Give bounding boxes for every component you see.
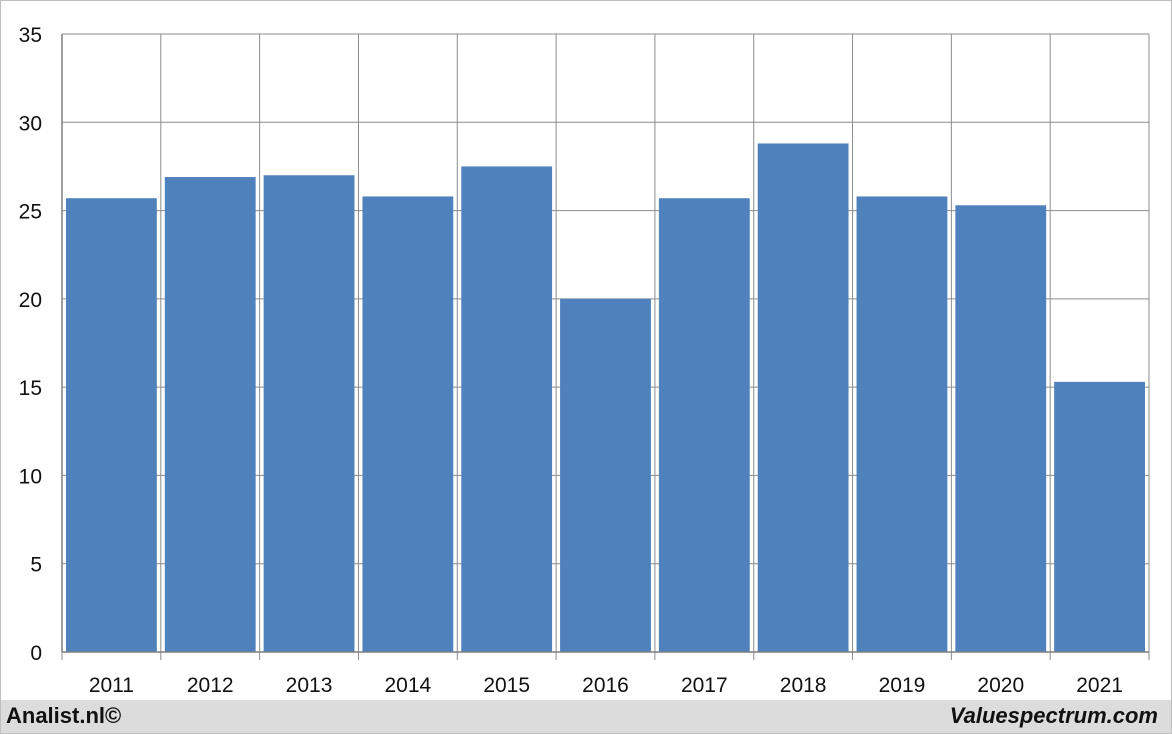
x-tick-label: 2017	[681, 674, 728, 697]
x-tick-label: 2015	[483, 674, 530, 697]
bar	[164, 177, 256, 652]
bar	[856, 196, 948, 652]
bar-chart: 0 5 10 15 20 25 30 35 2011 2012 2013 2014 2015 2016 20…	[19, 24, 1150, 697]
x-tick-label: 2019	[879, 674, 926, 697]
bar	[263, 175, 355, 652]
x-tick-label: 2012	[187, 674, 234, 697]
bar	[658, 198, 750, 652]
y-tick-label: 35	[19, 24, 42, 47]
footer-band	[1, 700, 1171, 733]
x-tick-label: 2011	[89, 674, 134, 697]
x-tick-label: 2014	[385, 674, 432, 697]
bar	[362, 196, 454, 652]
bar	[1054, 381, 1145, 652]
bar	[560, 298, 651, 652]
footer-left-credit: Analist.nl©	[6, 703, 122, 728]
bar	[461, 166, 553, 652]
y-tick-label: 10	[19, 465, 42, 488]
x-tick-label: 2013	[286, 674, 333, 697]
y-tick-label: 30	[19, 112, 42, 135]
footer-right-credit: Valuespectrum.com	[949, 703, 1158, 728]
y-tick-label: 20	[19, 289, 42, 312]
bar	[955, 205, 1047, 652]
bar	[66, 198, 157, 652]
bar	[757, 143, 849, 652]
x-tick-label: 2018	[780, 674, 827, 697]
x-tick-label: 2021	[1076, 674, 1123, 697]
y-tick-label: 25	[19, 201, 42, 224]
y-tick-label: 0	[30, 642, 42, 665]
y-tick-label: 5	[30, 554, 42, 577]
x-tick-label: 2020	[977, 674, 1024, 697]
x-tick-label: 2016	[582, 674, 629, 697]
y-tick-label: 15	[19, 377, 42, 400]
